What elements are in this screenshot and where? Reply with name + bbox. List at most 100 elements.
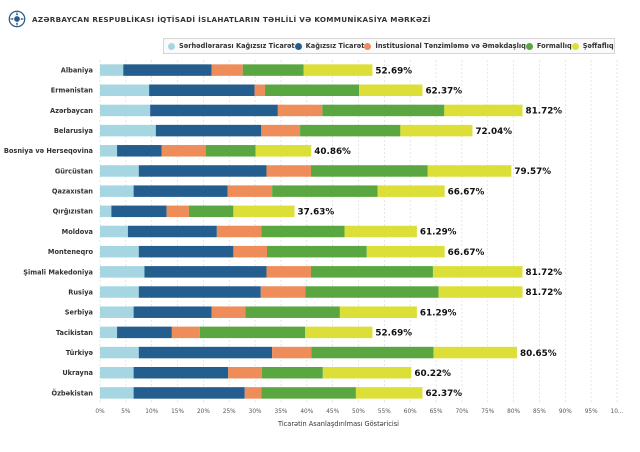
bar-segment [261, 225, 345, 238]
legend-swatch [168, 42, 175, 50]
bar-segment [188, 205, 234, 218]
bar-segment [427, 165, 512, 177]
x-tick-label: 55% [378, 409, 391, 415]
x-tick-label: 70% [455, 409, 468, 415]
category-label: Rusiya [68, 288, 93, 296]
bar-segment [266, 245, 367, 258]
bar-segment [216, 225, 262, 238]
bar-segment [266, 266, 311, 278]
bar-segment [227, 185, 273, 197]
bar-segment [100, 64, 124, 76]
total-value-label: 79.57% [514, 167, 551, 177]
category-label: Tacikistan [56, 329, 93, 337]
total-value-label: 52.69% [375, 66, 412, 76]
category-label: Bosniya və Herseqovina [4, 147, 93, 155]
bar-segment [138, 346, 273, 359]
x-tick-label: 25% [223, 409, 236, 415]
bar-segment [100, 104, 151, 117]
x-tick-label: 20% [197, 409, 210, 415]
bar-segment [100, 225, 128, 238]
total-value-label: 60.22% [414, 369, 451, 379]
bar-segment [100, 124, 156, 137]
bar-segment [133, 366, 229, 379]
bar-segment [344, 225, 417, 238]
x-tick-label: 50% [352, 409, 365, 415]
legend-swatch [294, 42, 302, 50]
legend-label: Formallıq [536, 42, 572, 50]
bar-segment [355, 387, 423, 399]
bar-segment [261, 124, 301, 137]
bar-segment [100, 165, 139, 177]
bar-segment [117, 145, 162, 157]
total-value-label: 62.37% [425, 86, 462, 96]
bar-segment [272, 185, 378, 197]
total-value-label: 66.67% [448, 248, 485, 258]
bar-segment [100, 84, 150, 97]
bar-segment [305, 286, 439, 298]
bar-segment [138, 245, 234, 258]
x-tick-label: 85% [533, 409, 546, 415]
legend-label: Şəffaflıq [582, 42, 614, 50]
bar-segment [100, 286, 139, 298]
legend-swatch [364, 42, 372, 50]
bar-segment [377, 185, 445, 197]
bar-segment [161, 145, 206, 157]
x-tick-label: 65% [430, 409, 443, 415]
category-label: Ukrayna [62, 369, 93, 377]
bar-segment [277, 104, 323, 117]
bar-segment [311, 346, 434, 359]
bar-segment [261, 387, 356, 399]
bar-segment [444, 104, 523, 117]
x-tick-label: 10... [611, 409, 624, 415]
legend-item: Sərhədlərarası Kağızsız Ticarət [168, 42, 295, 50]
category-label: Albaniya [61, 66, 93, 74]
total-value-label: 66.67% [448, 187, 485, 197]
emblem-logo-icon [8, 10, 26, 28]
bar-segment [199, 326, 306, 339]
total-value-label: 80.65% [520, 349, 557, 359]
bar-segment [264, 84, 360, 97]
bar-segment [254, 84, 265, 97]
bar-segment [149, 84, 255, 97]
bar-segment [233, 245, 267, 258]
bar-segment [138, 165, 267, 177]
bar-segment [432, 266, 523, 278]
x-tick-label: 60% [404, 409, 417, 415]
category-label: Qırğızıstan [53, 208, 94, 216]
category-label: Gürcüstan [55, 167, 93, 175]
bar-segment [100, 366, 134, 379]
category-label: Şimali Makedoniya [23, 268, 93, 276]
legend-label: Sərhədlərarası Kağızsız Ticarət [179, 42, 295, 50]
bar-segment [100, 266, 145, 278]
legend-label: Kağızsız Ticarət [305, 42, 365, 50]
bar-segment [100, 245, 139, 258]
legend-label: İnstitusional Tənzimləmə və Əməkdaşlıq [375, 42, 526, 50]
bar-segment [228, 366, 262, 379]
x-tick-label: 5% [121, 409, 131, 415]
bar-segment [339, 306, 417, 318]
bar-segment [266, 165, 311, 177]
x-tick-label: 75% [481, 409, 494, 415]
bar-segment [100, 306, 134, 318]
x-tick-label: 45% [326, 409, 339, 415]
legend-item: Formallıq [525, 42, 572, 50]
total-value-label: 62.37% [425, 389, 462, 399]
total-value-label: 81.72% [525, 288, 562, 298]
x-tick-label: 95% [585, 409, 598, 415]
bar-segment [366, 245, 445, 258]
bar-segment [133, 306, 212, 318]
total-value-label: 40.86% [314, 147, 351, 157]
chart-legend: Sərhədlərarası Kağızsız Ticarət Kağızsız … [163, 38, 615, 54]
bar-segment [117, 326, 172, 339]
bar-segment [244, 387, 262, 399]
bar-segment [123, 64, 212, 76]
bar-segment [100, 387, 134, 399]
x-tick-label: 80% [507, 409, 520, 415]
bar-segment [100, 185, 134, 197]
bar-segment [261, 366, 323, 379]
legend-item: Şəffaflıq [571, 42, 614, 50]
bar-segment [150, 104, 278, 117]
bar-segment [272, 346, 312, 359]
category-label: Moldova [62, 228, 93, 236]
